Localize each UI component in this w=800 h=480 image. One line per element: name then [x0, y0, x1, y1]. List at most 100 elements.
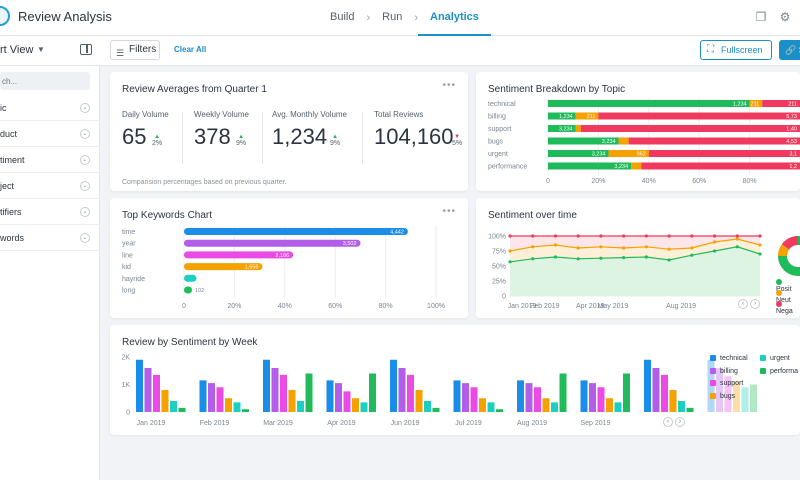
- week-bar: [369, 373, 376, 412]
- week-bar: [453, 380, 461, 412]
- data-point: [690, 246, 694, 250]
- chevron-left-icon[interactable]: ‹: [738, 299, 748, 309]
- legend-swatch: [710, 380, 716, 386]
- sidebar-item-identifiers[interactable]: tifiers ⌄: [0, 200, 100, 225]
- chart-pager: ‹ ›: [661, 417, 685, 427]
- kpi-delta: ▼ 5%: [452, 134, 463, 147]
- y-tick-label: 0: [502, 294, 506, 301]
- x-tick-label: Aug 2019: [517, 420, 547, 427]
- data-point: [553, 255, 558, 259]
- bar-segment: [628, 137, 800, 145]
- week-bar: [335, 383, 342, 412]
- sidebar-item-keywords[interactable]: words ⌄: [0, 226, 100, 251]
- week-bar: [597, 387, 605, 412]
- chevron-down-icon: ⌄: [80, 207, 90, 217]
- workflow-nav: Build › Run › Analytics: [318, 0, 491, 36]
- more-options-icon[interactable]: •••: [442, 80, 456, 91]
- data-label: 4,53: [786, 139, 797, 145]
- donut-slice: [778, 244, 790, 256]
- nav-step-run[interactable]: Run: [382, 11, 403, 23]
- copy-icon[interactable]: ❐: [755, 10, 767, 24]
- week-bar: [390, 359, 397, 412]
- series-area: [510, 246, 760, 296]
- nav-step-analytics[interactable]: Analytics: [418, 0, 491, 36]
- data-point: [622, 256, 626, 260]
- kpi-delta: ▲ 9%: [236, 134, 247, 147]
- y-tick-label: time: [122, 229, 135, 236]
- data-point: [644, 234, 648, 238]
- x-tick-label: 20%: [591, 178, 605, 185]
- week-bar: [559, 373, 567, 412]
- more-options-icon[interactable]: •••: [442, 206, 456, 217]
- series-line: [509, 238, 761, 252]
- bar-segment: [548, 100, 750, 107]
- kpi-label: Daily Volume: [122, 110, 169, 119]
- arrow-up-icon: ▲: [154, 134, 161, 140]
- keyword-bar: [184, 263, 263, 271]
- week-bar: [288, 390, 296, 412]
- chevron-right-icon[interactable]: ›: [750, 299, 760, 309]
- x-tick-label: 0: [182, 303, 186, 310]
- chevron-right-icon[interactable]: ›: [675, 417, 685, 427]
- legend-item: urgent: [760, 355, 790, 362]
- week-bar: [614, 402, 622, 412]
- sidebar-item-subject[interactable]: ject ⌄: [0, 174, 100, 199]
- bar-segment: [631, 162, 642, 170]
- week-bar: [733, 381, 740, 412]
- week-bar: [661, 374, 668, 412]
- sidebar-item-label: timent: [0, 155, 25, 165]
- kpi-value: 378: [194, 124, 231, 149]
- data-point: [531, 234, 535, 238]
- fullscreen-button[interactable]: ⛶ Fullscreen: [700, 40, 772, 60]
- week-bar: [216, 387, 224, 412]
- week-bar: [161, 390, 169, 412]
- card-title: Sentiment Breakdown by Topic: [488, 84, 626, 95]
- x-tick-label: 0: [546, 178, 550, 185]
- legend-item: Posit: [776, 279, 800, 293]
- week-bar: [424, 401, 431, 412]
- y-tick-label: billing: [488, 114, 506, 121]
- week-bar: [606, 398, 613, 412]
- week-bar: [462, 383, 469, 412]
- week-bar: [652, 368, 660, 412]
- data-point: [553, 234, 558, 238]
- kpi-total-reviews: Total Reviews 104,160 ▼ 5%: [374, 110, 462, 149]
- caret-down-icon[interactable]: ▼: [37, 45, 45, 54]
- sidebar-item-product[interactable]: duct ⌄: [0, 122, 100, 147]
- clear-all-link[interactable]: Clear All: [174, 45, 207, 54]
- week-bar: [352, 398, 359, 412]
- bar-segment: [608, 150, 649, 157]
- gear-icon[interactable]: ⚙: [779, 10, 791, 24]
- data-point: [735, 234, 739, 238]
- chevron-left-icon[interactable]: ‹: [663, 417, 673, 427]
- data-point: [622, 246, 626, 250]
- data-point: [735, 237, 739, 241]
- y-tick-label: urgent: [488, 151, 508, 158]
- view-selector[interactable]: rt View: [0, 44, 34, 56]
- arrow-up-icon: ▲: [332, 134, 339, 140]
- week-bar: [517, 380, 524, 412]
- week-bar: [233, 402, 241, 412]
- data-point: [758, 234, 762, 238]
- data-point: [576, 234, 580, 238]
- x-tick-label: Jun 2019: [391, 420, 420, 427]
- x-tick-label: 40%: [642, 178, 656, 185]
- toolbar: rt View ▼ ☰ Filters Clear All ⛶ Fullscre…: [0, 36, 800, 66]
- nav-step-build[interactable]: Build: [330, 11, 355, 23]
- x-tick-label: Jan 2019: [137, 420, 166, 427]
- sidebar-item-sentiment[interactable]: timent ⌄: [0, 148, 100, 173]
- sidebar-item-topic[interactable]: ic ⌄: [0, 96, 100, 121]
- share-button[interactable]: 🔗 S: [779, 40, 800, 60]
- week-bar: [242, 409, 249, 412]
- data-label: 211: [750, 102, 759, 108]
- panel-toggle-icon[interactable]: [80, 44, 92, 55]
- y-tick-label: long: [122, 288, 135, 295]
- card-title: Review by Sentiment by Week: [122, 337, 258, 348]
- week-bar: [432, 407, 440, 412]
- data-label: 3,234: [602, 139, 616, 145]
- filters-button[interactable]: ☰ Filters: [110, 40, 160, 60]
- chevron-down-icon: ⌄: [80, 103, 90, 113]
- arrow-up-icon: ▲: [238, 134, 245, 140]
- data-point: [508, 234, 512, 238]
- search-input[interactable]: [0, 72, 90, 90]
